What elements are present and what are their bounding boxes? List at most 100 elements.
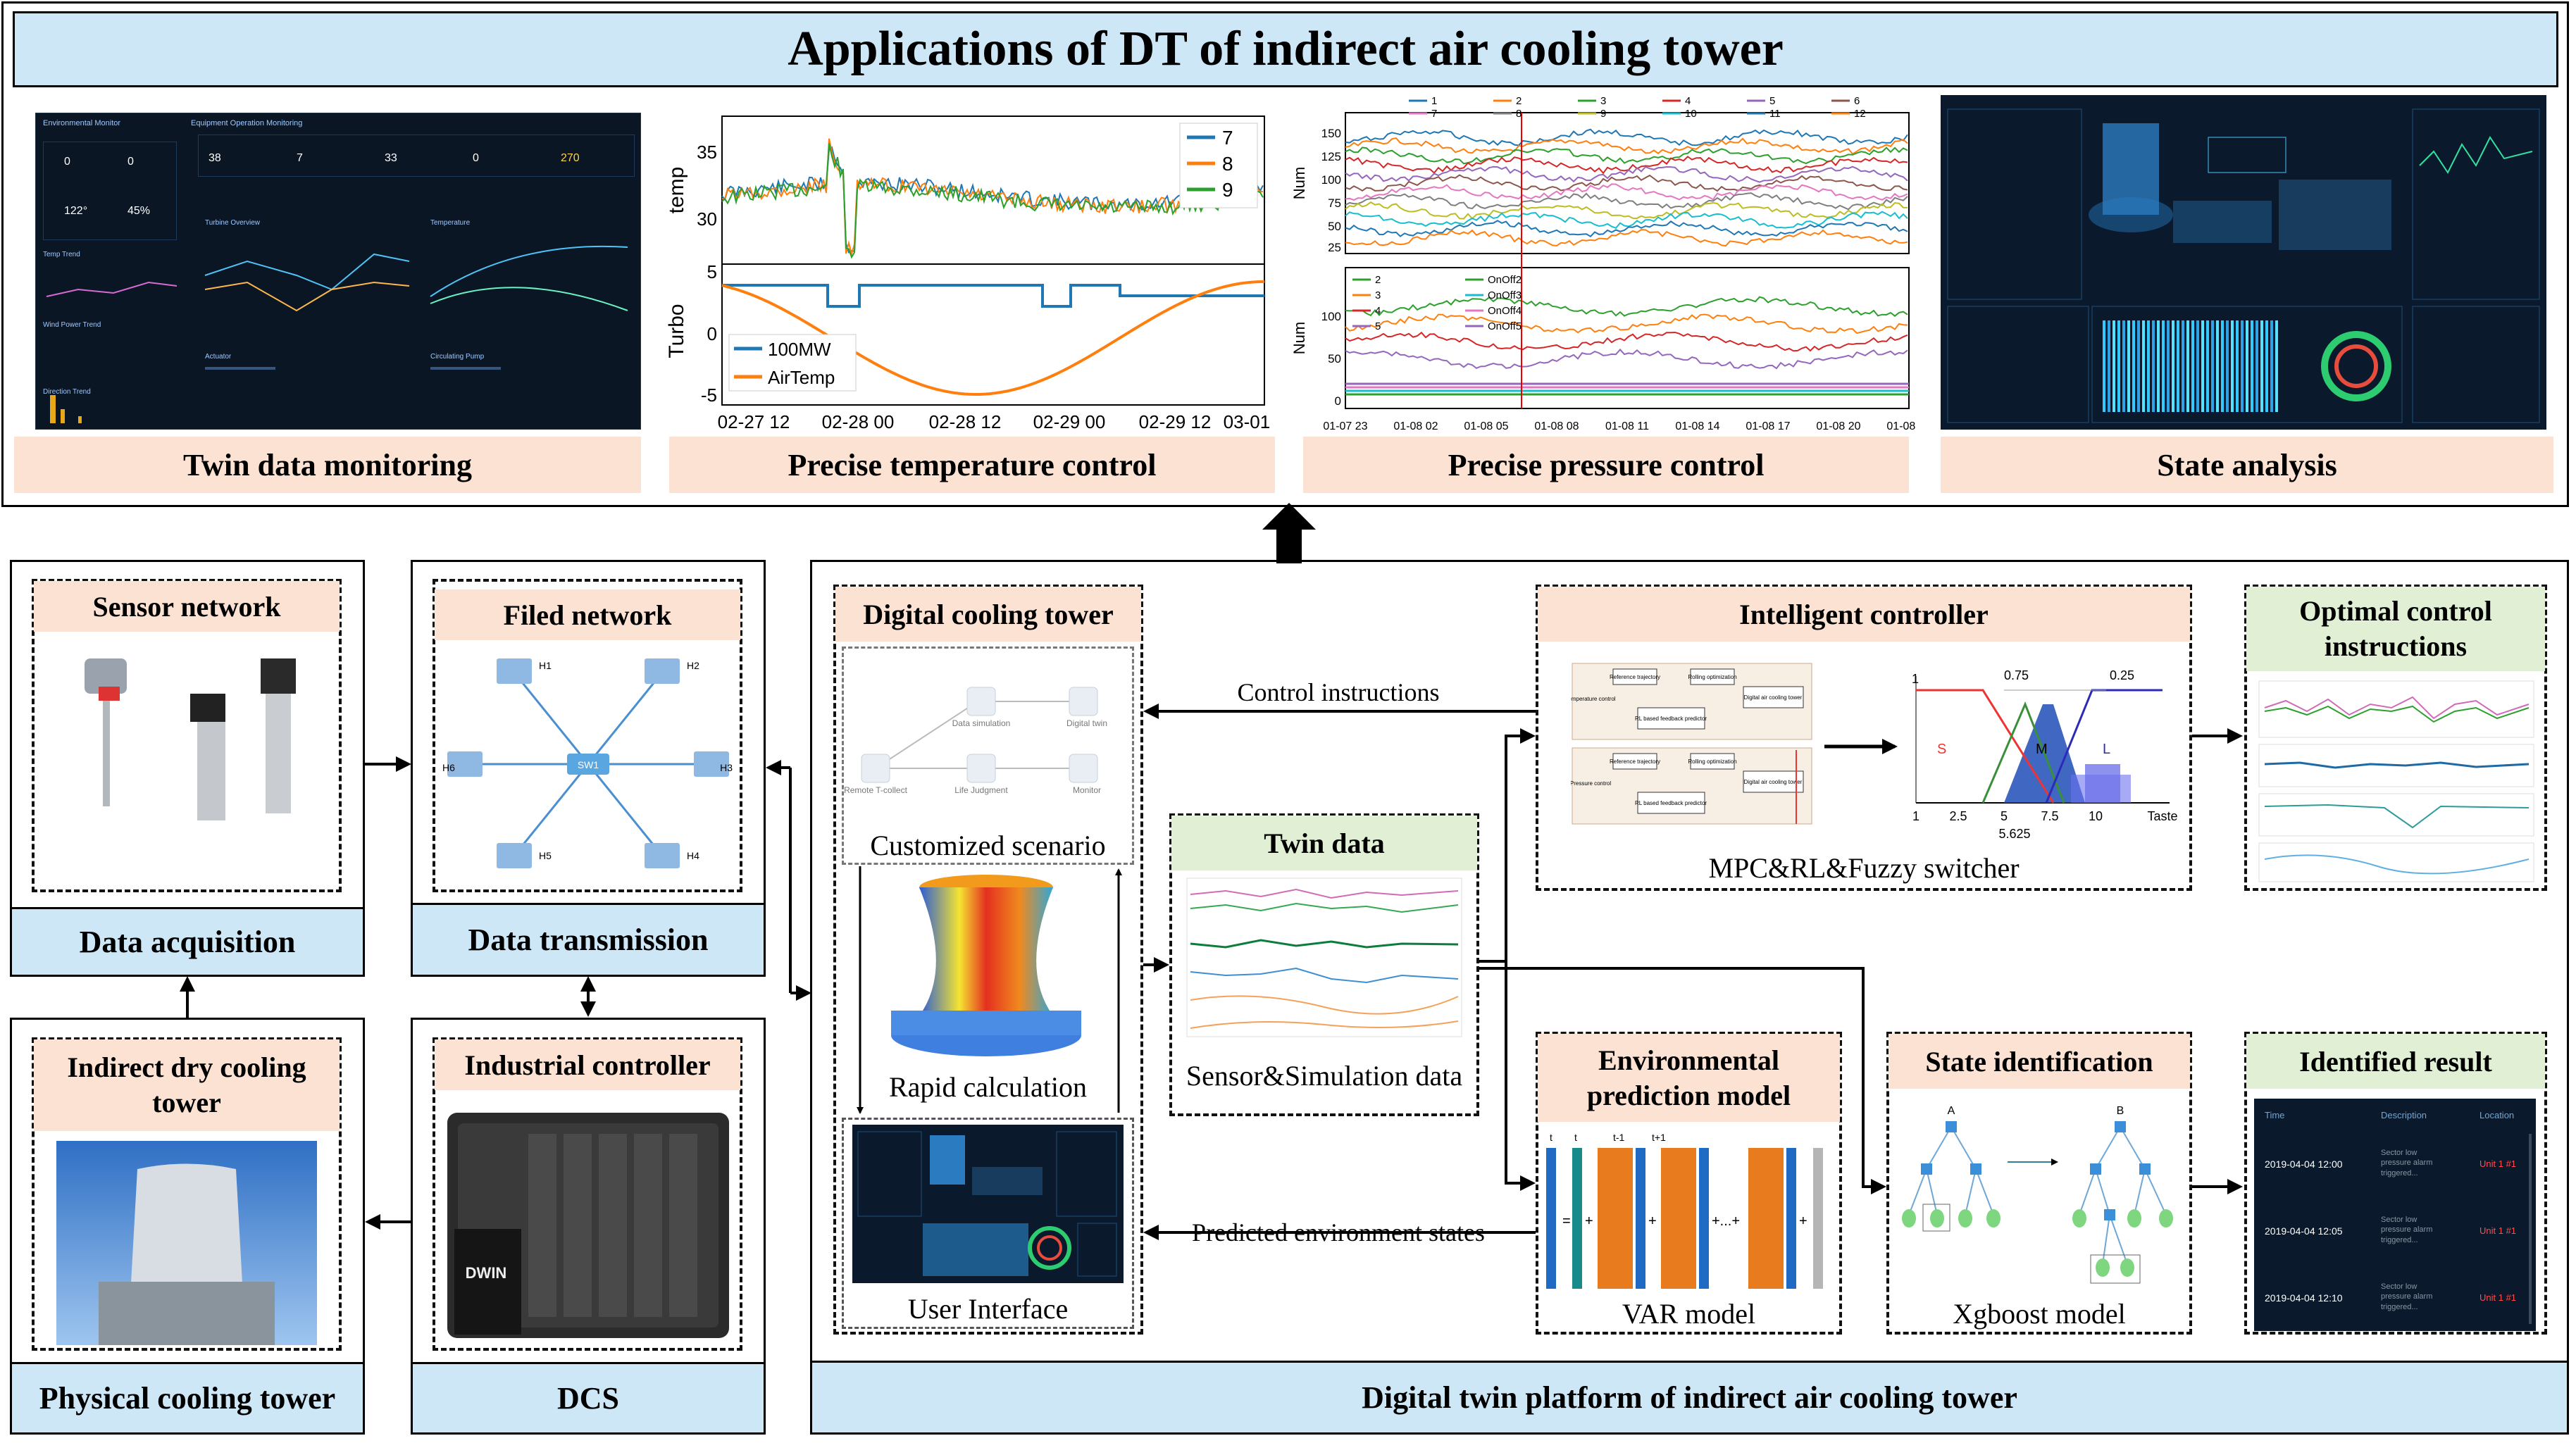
state-bar [2246, 320, 2248, 412]
pressure-xtick-4: 01-08 08 [1534, 420, 1579, 432]
rapid-calculation-label: Rapid calculation [842, 1067, 1134, 1106]
var-model-text: VAR model [1622, 1298, 1756, 1330]
pressure-top-line-10 [1345, 211, 1908, 229]
host-h4: H4 [687, 850, 699, 861]
sensor-images [85, 658, 296, 820]
state-bar [2236, 320, 2239, 412]
user-interface-text: User Interface [907, 1292, 1069, 1325]
node-digital-twin: Digital twin [1066, 718, 1107, 728]
pressure-xtick-3: 01-08 05 [1464, 420, 1508, 432]
user-interface-box [842, 1118, 1134, 1329]
temp-xtick-2: 02-28 00 [822, 411, 895, 432]
rapid-calculation-image [891, 875, 1081, 1056]
state-bar [2108, 320, 2110, 412]
industrial-controller-title: Industrial controller [435, 1039, 740, 1090]
state-bar [2206, 320, 2209, 412]
sensor-network-box [32, 579, 342, 892]
predicted-states-text: Predicted environment states [1192, 1218, 1485, 1247]
fuzzy-xtick-1: 1 [1912, 809, 1919, 823]
state-bar [2216, 320, 2219, 412]
fuzzy-peak-025: 0.25 [2110, 668, 2134, 682]
pressure-legend-bottom-label-2: 2 [1375, 274, 1381, 286]
platform-footer-text: Digital twin platform of indirect air co… [1362, 1380, 2017, 1415]
ir-header-time: Time [2265, 1110, 2285, 1120]
state-bar [2127, 320, 2130, 412]
user-interface-label: User Interface [842, 1289, 1134, 1328]
pressure-top-series-group [1345, 128, 1908, 247]
temperature-label: Temperature [430, 219, 471, 227]
svg-text:+: + [1585, 1213, 1593, 1229]
data-transmission-text: Data transmission [468, 923, 709, 957]
pressure-legend-label-10: 10 [1685, 108, 1697, 120]
ir-scrollbar[interactable] [2529, 1134, 2532, 1324]
state-bar [2260, 320, 2263, 412]
env-val-4: 45% [127, 205, 151, 217]
pressure-xtick-1: 01-07 23 [1323, 420, 1367, 432]
switcher-label: MPC&RL&Fuzzy switcher [1538, 849, 2190, 887]
env-monitor-title: Environmental Monitor [43, 119, 121, 127]
identified-result-title: Identified result [2246, 1034, 2545, 1089]
label-state-analysis-text: State analysis [2157, 447, 2337, 482]
mpc-ref-1: Reference trajectory [1610, 674, 1660, 680]
temp-ylabel: temp [665, 167, 688, 214]
switch-sw1 [567, 754, 609, 775]
fuzzy-extra-tick: 5.625 [1998, 827, 2030, 841]
ir-row-3-time: 2019-04-04 12:10 [2265, 1292, 2343, 1304]
ir-row-2-time: 2019-04-04 12:05 [2265, 1225, 2343, 1237]
env-prediction-text: Environmental prediction model [1586, 1044, 1791, 1111]
digital-cooling-tower-box [833, 585, 1143, 1335]
monitoring-decor [46, 245, 628, 423]
state-analysis-decor [1947, 108, 2540, 423]
plc-image: DWIN [447, 1113, 729, 1338]
svg-text:+...+: +...+ [1712, 1213, 1740, 1229]
temp-legend-9: 9 [1222, 179, 1233, 201]
pressure-xtick-2: 01-08 02 [1393, 420, 1438, 432]
xgboost-diagram: A B [1902, 1105, 2173, 1284]
var-model-diagram: t t t-1 t+1 = + + +...+ + [1546, 1132, 1823, 1289]
state-bar [2167, 320, 2170, 412]
var-sub-2: t [1574, 1132, 1577, 1143]
label-precise-temperature-control: Precise temperature control [669, 437, 1275, 493]
state-bar [2162, 320, 2165, 412]
digital-cooling-tower-title: Digital cooling tower [835, 587, 1141, 642]
p-ytick-100: 100 [1321, 173, 1341, 187]
dcs-label: DCS [413, 1362, 764, 1432]
pressure-legend-top: 1 2 3 4 5 67 8 9 10 11 12 [1409, 95, 1866, 120]
pressure-bottom-line-5 [1345, 348, 1908, 370]
fuzzy-xtick-25: 2.5 [1949, 809, 1967, 823]
pressure-top-line-3 [1345, 146, 1908, 165]
mpc-temp-control: Temperature control [1571, 696, 1616, 702]
mpc-rl-2: RL based feedback predictor [1635, 800, 1707, 806]
turbo-ytick-5: 5 [707, 261, 717, 282]
p-ytick-50: 50 [1328, 220, 1341, 233]
state-bar [2191, 320, 2194, 412]
p-ytick-150: 150 [1321, 127, 1341, 140]
pressure-legend-label-8: 8 [1516, 108, 1522, 120]
pressure-legend-label-12: 12 [1854, 108, 1866, 120]
fuzzy-set-m: M [2036, 742, 2048, 757]
pressure-legend-label-5: 5 [1769, 95, 1775, 107]
kpi-4: 0 [473, 152, 479, 164]
dcs-panel [411, 1018, 766, 1435]
state-bar [2152, 320, 2155, 412]
pressure-bottom-line-4 [1345, 331, 1908, 352]
industrial-controller-text: Industrial controller [464, 1049, 711, 1081]
state-bar [2275, 320, 2278, 412]
dcs-text: DCS [556, 1381, 620, 1416]
kpi-2: 7 [297, 152, 303, 164]
state-bar [2186, 320, 2189, 412]
temp-xtick-1: 02-27 12 [718, 411, 790, 432]
label-precise-temperature-control-text: Precise temperature control [788, 447, 1157, 482]
actuator-label: Actuator [205, 353, 232, 361]
state-bar [2221, 320, 2224, 412]
state-bar [2265, 320, 2268, 412]
intelligent-controller-text: Intelligent controller [1739, 598, 1989, 630]
state-bar [2211, 320, 2214, 412]
physical-cooling-tower-label: Physical cooling tower [12, 1362, 363, 1432]
pressure-legend-bottom-label-OnOff5: OnOff5 [1488, 320, 1522, 332]
sensor-network-title: Sensor network [34, 581, 340, 632]
identified-result-text: Identified result [2299, 1045, 2492, 1077]
turbine-overview-label: Turbine Overview [205, 219, 260, 227]
industrial-controller-box [433, 1037, 742, 1351]
optimal-control-box [2244, 585, 2547, 891]
